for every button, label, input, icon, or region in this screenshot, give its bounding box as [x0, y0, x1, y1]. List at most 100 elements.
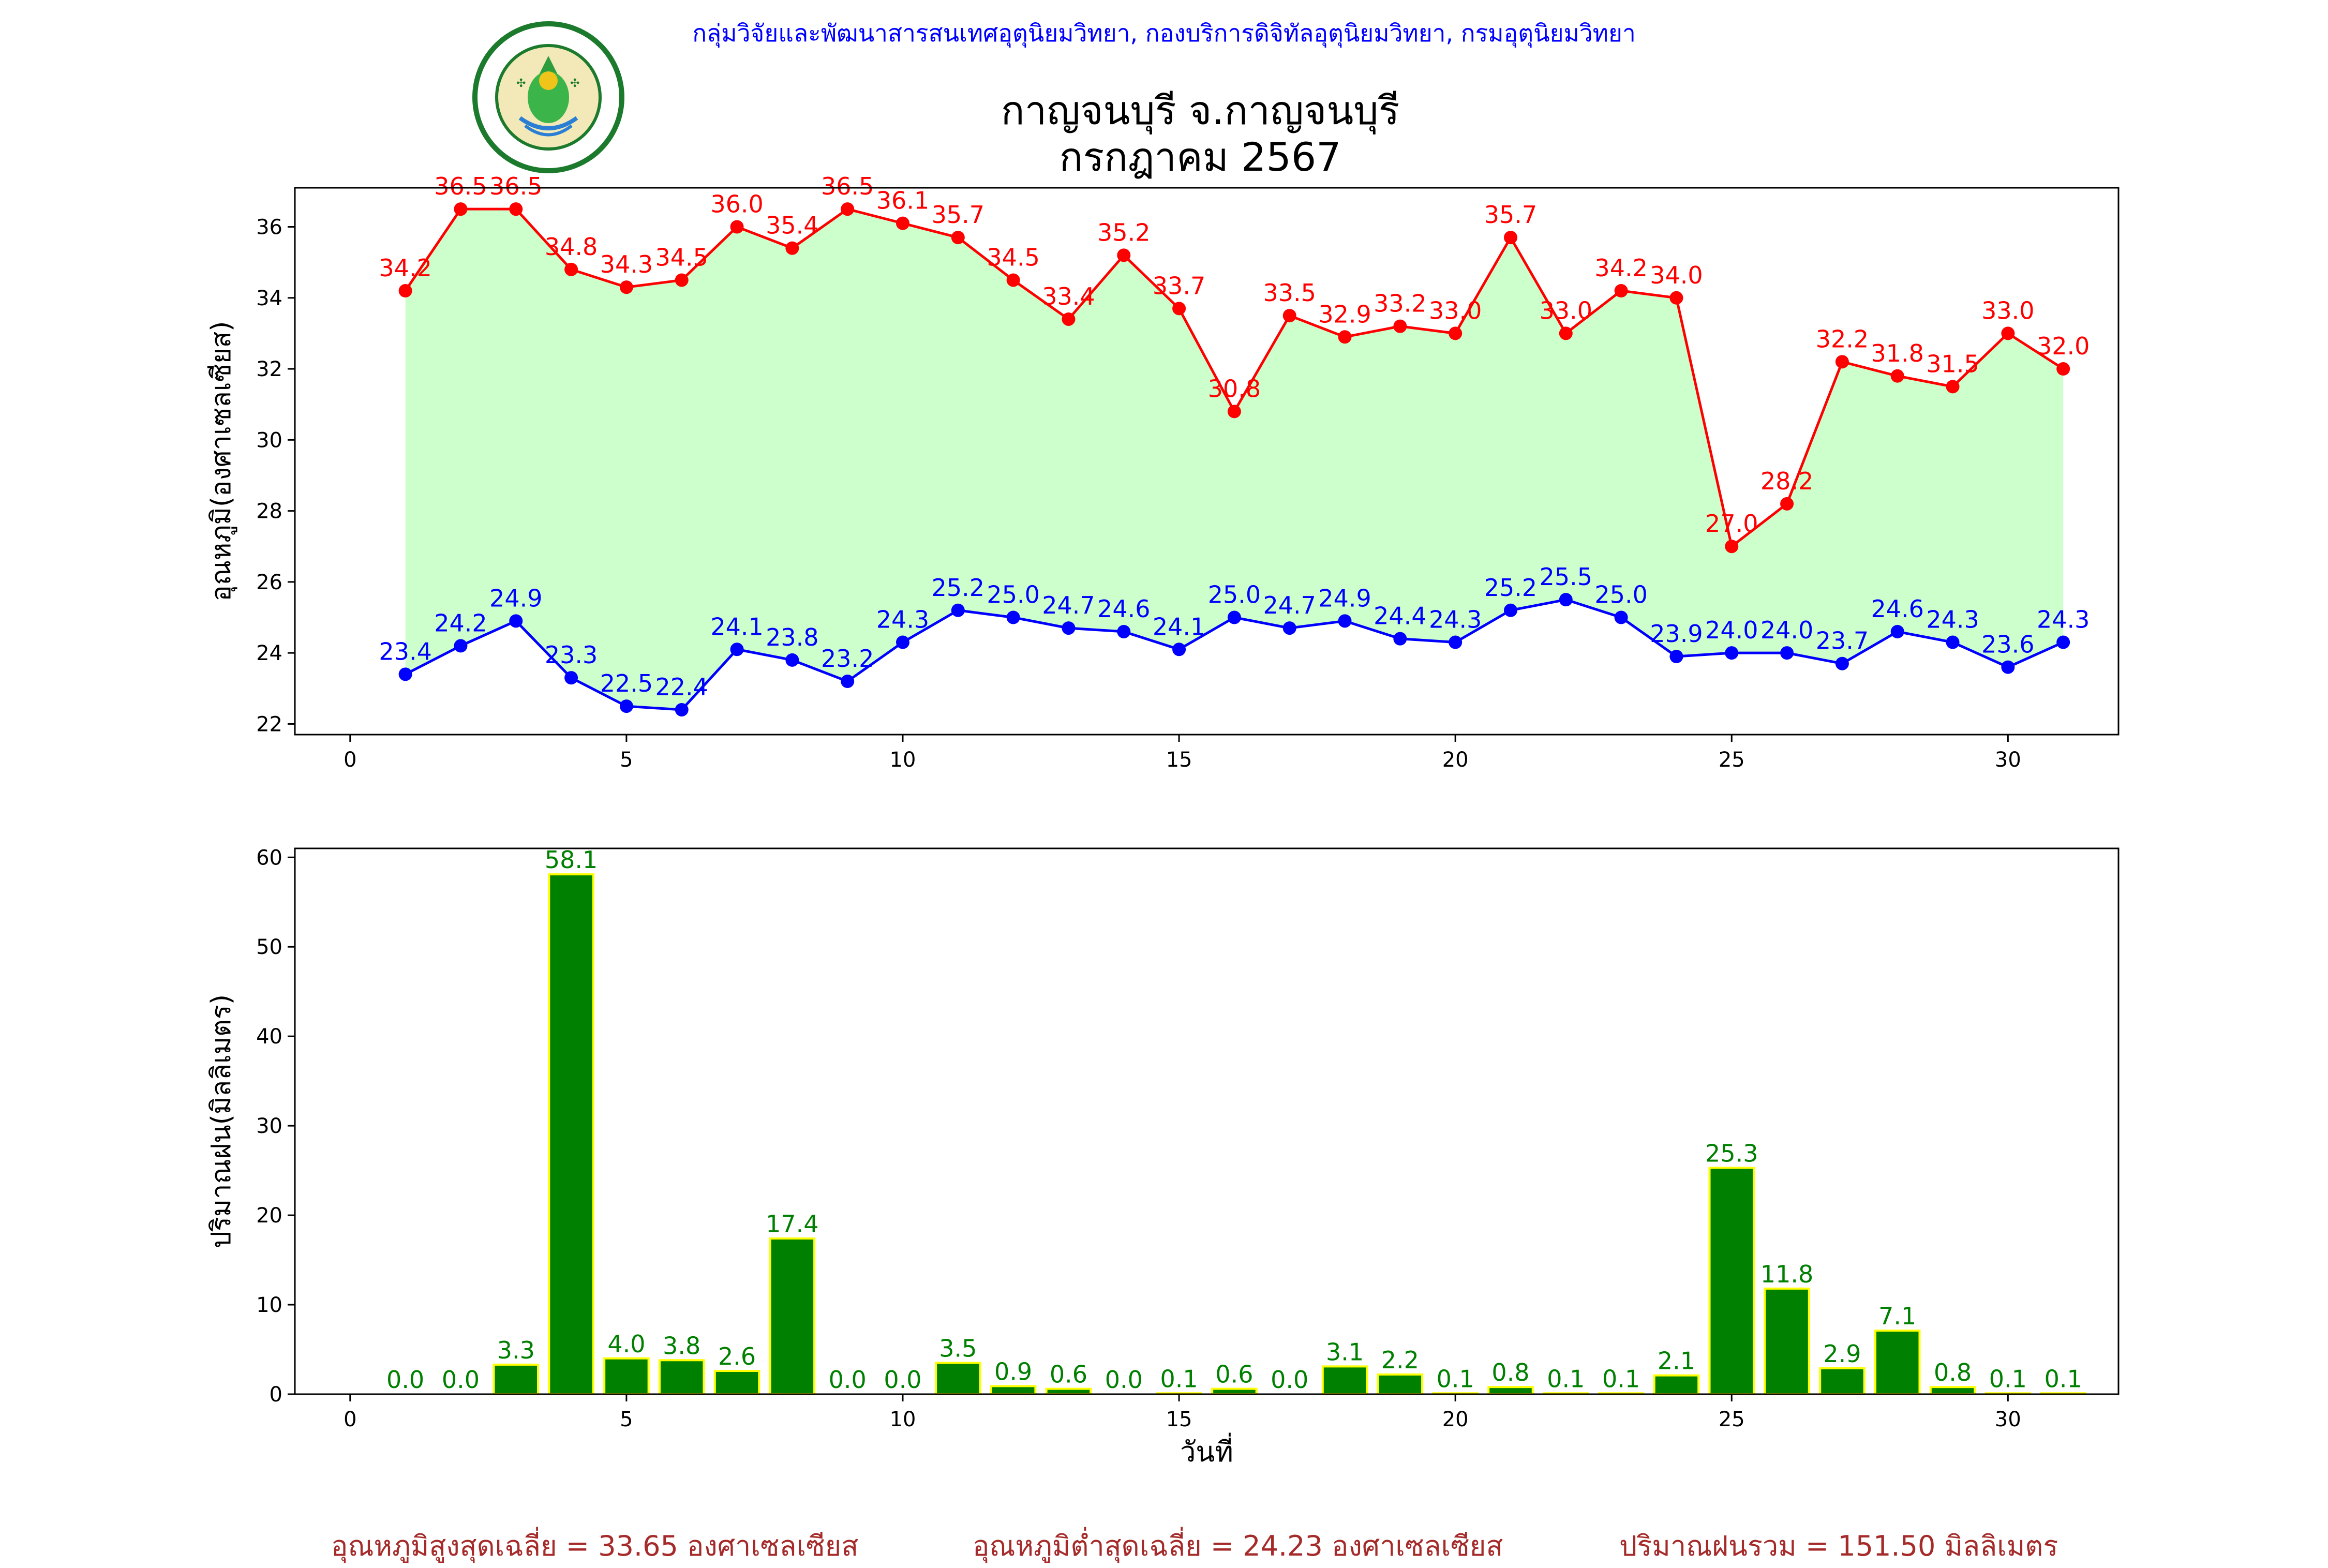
min-temperature-point: [896, 635, 909, 649]
min-temperature-point: [564, 671, 578, 685]
rainfall-value-label: 0.8: [1491, 1358, 1529, 1386]
rainfall-bar: [1764, 1287, 1810, 1395]
rainfall-bar: [935, 1362, 981, 1396]
rainfall-plot-frame: [294, 847, 2120, 1395]
rainfall-bar: [1487, 1386, 1534, 1395]
min-temperature-label: 23.6: [1981, 631, 2034, 659]
rainfall-value-label: 2.1: [1658, 1347, 1695, 1375]
y-tick-label: 36: [256, 216, 282, 240]
rainfall-chart: 0 5 10 15 20 25 30 0 10 20 30 40 50 60 ปริมาณฝน(มิลลิเ…: [206, 846, 2120, 1468]
min-temperature-point: [730, 643, 744, 656]
min-temperature-point: [675, 703, 689, 716]
max-temperature-label: 27.0: [1705, 510, 1758, 537]
min-temperature-label: 24.3: [1926, 606, 1979, 634]
max-temperature-point: [1504, 231, 1517, 245]
y-tick-label: 0: [270, 1383, 282, 1407]
min-temperature-point: [398, 667, 412, 681]
max-temperature-label: 34.5: [987, 243, 1039, 271]
rainfall-value-label: 0.1: [1989, 1365, 2027, 1393]
x-tick-label: 25: [1719, 1408, 1745, 1431]
y-tick-label: 20: [256, 1204, 282, 1228]
min-temperature-label: 22.5: [600, 669, 653, 697]
x-tick-label: 0: [344, 1408, 356, 1431]
min-temperature-label: 25.0: [1208, 581, 1261, 609]
min-temperature-label: 24.0: [1705, 616, 1758, 644]
rainfall-value-label: 11.8: [1760, 1260, 1813, 1288]
rainfall-value-label: 0.0: [1271, 1366, 1308, 1394]
max-temperature-label: 33.0: [1540, 296, 1592, 324]
max-temperature-point: [1669, 291, 1683, 305]
x-tick-label: 10: [890, 1408, 916, 1431]
max-temperature-point: [1780, 497, 1794, 511]
rainfall-value-label: 17.4: [766, 1210, 818, 1238]
rainfall-bar: [603, 1357, 650, 1395]
max-temperature-point: [1946, 380, 1960, 394]
min-temperature-label: 24.4: [1374, 602, 1426, 630]
min-temperature-label: 24.7: [1042, 591, 1095, 619]
summary-avg-min: อุณหภูมิต่ำสุดเฉลี่ย = 24.23 องศาเซลเซีย…: [973, 1530, 1503, 1562]
min-temperature-label: 24.6: [1871, 595, 1924, 623]
max-temperature-label: 33.7: [1153, 272, 1205, 300]
rainfall-bar: [659, 1359, 705, 1396]
min-temperature-point: [1449, 635, 1463, 649]
max-temperature-point: [1835, 355, 1849, 369]
min-temperature-label: 24.9: [1318, 584, 1371, 612]
max-temperature-point: [619, 280, 633, 294]
min-temperature-label: 24.7: [1263, 591, 1316, 619]
min-temperature-point: [2001, 660, 2015, 674]
rainfall-value-label: 3.8: [663, 1332, 700, 1360]
min-temperature-label: 24.1: [1153, 613, 1205, 640]
max-temperature-label: 35.7: [932, 201, 984, 229]
rainfall-value-label: 2.2: [1381, 1346, 1419, 1374]
rainfall-bar: [1819, 1367, 1866, 1395]
y-tick-label: 30: [256, 428, 282, 452]
y-tick-label: 24: [256, 641, 282, 665]
max-temperature-label: 30.8: [1208, 375, 1261, 402]
chart-title-station: กาญจนบุรี จ.กาญจนบุรี: [1001, 87, 1400, 133]
rainfall-value-label: 0.1: [1160, 1365, 1198, 1393]
max-temperature-point: [1559, 326, 1573, 340]
max-temperature-label: 34.3: [600, 250, 653, 278]
min-temperature-point: [1504, 603, 1517, 617]
min-temperature-label: 25.5: [1540, 563, 1592, 591]
max-temperature-label: 33.0: [1429, 296, 1482, 324]
min-temperature-point: [841, 675, 855, 689]
y-axis-label: ปริมาณฝน(มิลลิเมตร): [206, 994, 237, 1248]
rainfall-bar: [1874, 1330, 1921, 1395]
rainfall-bar: [1045, 1387, 1092, 1396]
min-temperature-point: [1780, 646, 1794, 660]
min-temperature-point: [509, 614, 523, 628]
min-temperature-label: 24.1: [710, 613, 763, 640]
rainfall-bar: [713, 1370, 760, 1395]
min-temperature-label: 23.8: [766, 623, 818, 651]
max-temperature-label: 32.0: [2037, 332, 2090, 360]
min-temperature-point: [785, 653, 799, 667]
min-temperature-point: [454, 639, 468, 653]
max-temperature-label: 36.5: [489, 172, 542, 200]
max-temperature-label: 28.2: [1760, 467, 1813, 495]
rainfall-value-label: 0.0: [1105, 1366, 1143, 1394]
min-temperature-point: [1946, 635, 1960, 649]
x-tick-label: 30: [1995, 748, 2021, 772]
rainfall-bar: [548, 873, 594, 1395]
min-temperature-point: [951, 603, 965, 617]
min-temperature-label: 23.2: [821, 645, 874, 673]
min-temperature-label: 24.3: [1429, 606, 1482, 634]
min-temperature-point: [1006, 610, 1020, 624]
min-temperature-label: 24.2: [434, 609, 487, 637]
x-tick-label: 30: [1995, 1408, 2021, 1431]
min-temperature-point: [1559, 593, 1573, 607]
y-tick-label: 34: [256, 287, 282, 310]
max-temperature-point: [951, 231, 965, 245]
min-temperature-label: 24.9: [489, 584, 542, 612]
max-temperature-point: [509, 202, 523, 216]
min-temperature-point: [1117, 624, 1131, 638]
min-temperature-label: 23.3: [545, 641, 598, 669]
summary-avg-max: อุณหภูมิสูงสุดเฉลี่ย = 33.65 องศาเซลเซีย…: [331, 1530, 859, 1562]
min-temperature-label: 24.3: [2037, 606, 2090, 634]
min-temperature-label: 23.9: [1650, 620, 1703, 648]
min-temperature-point: [1227, 610, 1241, 624]
svg-text:✣: ✣: [516, 77, 526, 90]
max-temperature-point: [1227, 405, 1241, 419]
